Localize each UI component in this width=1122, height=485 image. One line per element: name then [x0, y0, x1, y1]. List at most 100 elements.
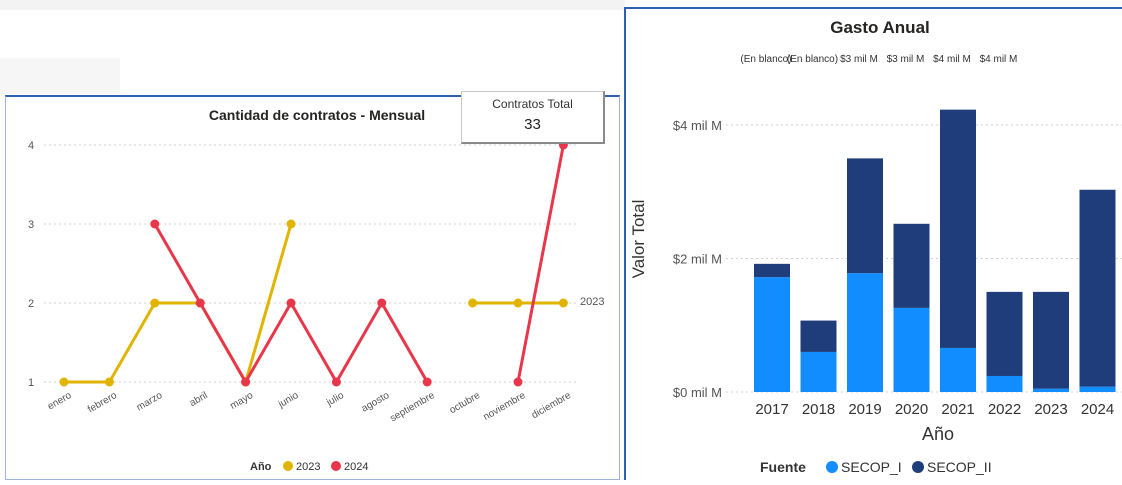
bar-SECOP_I-2024[interactable]	[1079, 386, 1116, 392]
bar-SECOP_II-2020[interactable]	[893, 223, 930, 308]
line-chart-title: Cantidad de contratos - Mensual	[209, 107, 425, 123]
line-legend-title: Año	[250, 461, 272, 473]
line-point-2024[interactable]	[422, 377, 432, 387]
bar-chart-panel[interactable]: Gasto Anual (En blanco) (En blanco) $3 mil…	[624, 7, 1122, 480]
bar-SECOP_I-2020[interactable]	[893, 307, 930, 392]
line-chart: Cantidad de contratos - Mensual 1 2 3 4 ene…	[28, 107, 605, 473]
line-point-2023[interactable]	[150, 298, 160, 308]
line-point-2023[interactable]	[104, 377, 114, 387]
line-chart-panel[interactable]: Cantidad de contratos - Mensual 1 2 3 4 ene…	[5, 95, 620, 480]
line-x-tick-label: febrero	[86, 390, 119, 416]
legend-dot-2024	[331, 461, 341, 471]
bar-SECOP_II-2019[interactable]	[847, 158, 883, 274]
legend-dot-2023	[283, 461, 293, 471]
line-y-tick-label: 3	[28, 219, 34, 231]
bar-y-axis-label: Valor Total	[629, 200, 648, 279]
line-point-2024[interactable]	[331, 377, 341, 387]
bar-y-tick-label: $2 mil M	[673, 252, 722, 267]
bar-total-label: (En blanco)	[787, 54, 838, 65]
line-x-tick-label: octubre	[448, 390, 483, 416]
legend-label-secop-i: SECOP_I	[841, 459, 902, 475]
background-strip	[0, 0, 625, 95]
line-point-2024[interactable]	[241, 377, 251, 387]
legend-label-2023: 2023	[296, 461, 320, 473]
bar-total-label: $4 mil M	[980, 54, 1018, 65]
bar-SECOP_II-2021[interactable]	[940, 109, 976, 348]
bar-SECOP_II-2022[interactable]	[986, 291, 1023, 376]
bar-SECOP_II-2023[interactable]	[1033, 291, 1069, 389]
line-x-tick-label: mayo	[228, 390, 255, 412]
bar-SECOP_II-2024[interactable]	[1079, 189, 1116, 387]
bar-chart-title: Gasto Anual	[830, 18, 930, 37]
line-x-tick-label: agosto	[360, 390, 392, 415]
line-y-tick-label: 4	[28, 140, 34, 152]
line-y-tick-label: 2	[28, 298, 34, 310]
line-x-tick-label: julio	[324, 390, 346, 409]
line-x-tick-label: diciembre	[530, 390, 573, 421]
line-x-ticks: enero febrero marzo abril mayo junio julio agos…	[46, 390, 573, 424]
bar-SECOP_I-2019[interactable]	[847, 273, 883, 392]
bar-x-axis-label: Año	[922, 424, 954, 444]
bar-x-tick-label: 2018	[802, 401, 835, 418]
bar-x-tick-label: 2019	[848, 401, 881, 418]
bar-chart: Gasto Anual (En blanco)(En blanco) $3 mil…	[629, 18, 1122, 475]
line-point-2024[interactable]	[195, 298, 205, 308]
bar-total-label: $3 mil M	[840, 54, 878, 65]
bar-total-label: $3 mil M	[887, 54, 925, 65]
line-point-2024[interactable]	[513, 377, 523, 387]
bar-legend-title: Fuente	[760, 459, 806, 475]
bar-y-ticks: $0 mil M $2 mil M $4 mil M	[673, 118, 722, 400]
line-grid	[44, 144, 576, 383]
line-y-ticks: 1 2 3 4	[28, 140, 34, 389]
line-point-2023[interactable]	[558, 298, 568, 308]
bar-SECOP_I-2018[interactable]	[800, 351, 837, 392]
contracts-total-card[interactable]: Contratos Total 33	[461, 91, 605, 144]
line-point-2024[interactable]	[286, 298, 296, 308]
line-series-group	[59, 140, 568, 387]
line-point-2024[interactable]	[150, 219, 160, 229]
bar-SECOP_I-2023[interactable]	[1033, 388, 1069, 392]
bar-SECOP_I-2017[interactable]	[754, 277, 790, 392]
bar-x-tick-label: 2020	[895, 401, 928, 418]
bar-x-tick-label: 2023	[1034, 401, 1067, 418]
bar-total-label: (En blanco)	[740, 54, 791, 65]
line-x-tick-label: abril	[188, 390, 210, 409]
card-value: 33	[524, 116, 541, 133]
top-shade	[0, 0, 625, 10]
bar-x-tick-label: 2022	[988, 401, 1021, 418]
line-x-tick-label: enero	[46, 390, 74, 413]
bar-SECOP_I-2022[interactable]	[986, 375, 1023, 392]
bar-SECOP_II-2018[interactable]	[800, 320, 837, 352]
line-legend[interactable]: Año 2023 2024	[250, 461, 368, 473]
bar-SECOP_II-2017[interactable]	[754, 263, 790, 278]
line-end-label: 2023	[580, 296, 604, 308]
bar-legend[interactable]: Fuente SECOP_I SECOP_II	[760, 459, 992, 475]
line-x-tick-label: marzo	[135, 390, 165, 414]
bar-x-tick-label: 2017	[755, 401, 788, 418]
bar-y-tick-label: $0 mil M	[673, 385, 722, 400]
bar-x-ticks: 2017 2018 2019 2020 2021 2022 2023 2024	[755, 401, 1114, 418]
line-x-tick-label: noviembre	[482, 390, 528, 423]
bar-bars-group	[754, 109, 1116, 392]
line-series-2024	[516, 144, 565, 383]
line-series-2023	[64, 223, 293, 384]
bar-x-tick-label: 2021	[941, 401, 974, 418]
bar-SECOP_I-2021[interactable]	[940, 347, 976, 392]
card-label: Contratos Total	[492, 97, 573, 111]
line-point-2023[interactable]	[513, 298, 523, 308]
line-y-tick-label: 1	[28, 377, 34, 389]
line-point-2023[interactable]	[468, 298, 478, 308]
legend-label-secop-ii: SECOP_II	[927, 459, 992, 475]
line-point-2023[interactable]	[286, 219, 296, 229]
legend-dot-secop-i	[826, 461, 838, 473]
legend-label-2024: 2024	[344, 461, 368, 473]
bar-total-label: $4 mil M	[933, 54, 971, 65]
bar-y-tick-label: $4 mil M	[673, 118, 722, 133]
line-point-2023[interactable]	[59, 377, 69, 387]
legend-dot-secop-ii	[912, 461, 924, 473]
corner-shade	[0, 58, 120, 94]
line-x-tick-label: septiembre	[388, 390, 437, 424]
line-point-2024[interactable]	[377, 298, 387, 308]
line-x-tick-label: junio	[276, 390, 301, 411]
bar-x-tick-label: 2024	[1081, 401, 1114, 418]
